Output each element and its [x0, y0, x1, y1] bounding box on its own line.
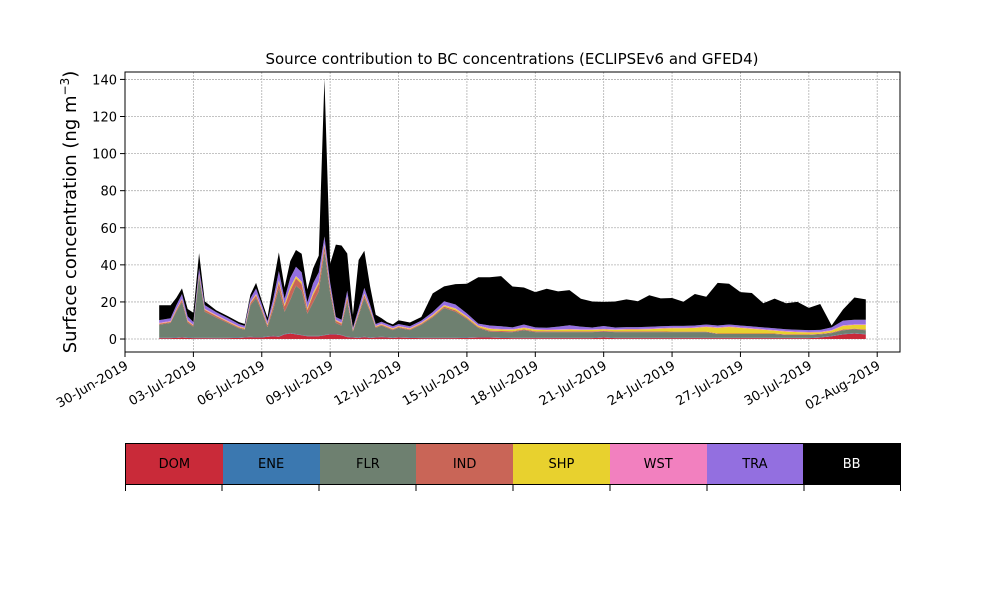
x-tick-label: 02-Aug-2019 [803, 358, 883, 413]
chart-area: Source contribution to BC concentrations… [54, 50, 901, 414]
area-bb [159, 78, 866, 331]
legend-item-wst: WST [609, 444, 707, 484]
x-tick-label: 27-Jul-2019 [674, 358, 747, 409]
x-tick-label: 18-Jul-2019 [468, 358, 541, 409]
legend: DOM ENE FLR IND SHP WST TRA BB [125, 443, 901, 485]
y-axis-label: Surface concentration (ng m−3) [58, 71, 81, 354]
x-tick-label: 12-Jul-2019 [332, 358, 405, 409]
y-tick-label: 0 [109, 333, 117, 348]
y-tick-label: 100 [92, 148, 117, 163]
area-flr [159, 251, 866, 338]
x-tick-label: 15-Jul-2019 [400, 358, 473, 409]
x-tick-label: 21-Jul-2019 [537, 358, 610, 409]
y-axis: 0 20 40 60 80 100 120 140 [92, 73, 125, 348]
x-tick-label: 03-Jul-2019 [127, 358, 200, 409]
x-tick-label: 09-Jul-2019 [263, 358, 336, 409]
stacked-areas [159, 78, 866, 340]
x-tick-label: 06-Jul-2019 [195, 358, 268, 409]
area-ene [159, 333, 866, 339]
legend-item-ind: IND [416, 444, 513, 484]
area-dom [159, 333, 866, 340]
plot-frame [124, 71, 901, 353]
legend-item-shp: SHP [513, 444, 610, 484]
y-tick-label: 80 [100, 185, 117, 200]
grid [124, 72, 900, 352]
legend-item-bb: BB [803, 444, 900, 484]
x-axis: 30-Jun-201903-Jul-201906-Jul-201909-Jul-… [54, 352, 883, 414]
y-tick-label: 120 [92, 111, 117, 126]
chart-title: Source contribution to BC concentrations… [265, 50, 758, 68]
y-tick-label: 40 [100, 259, 117, 274]
y-tick-label: 140 [92, 73, 117, 88]
legend-item-flr: FLR [319, 444, 417, 484]
legend-item-dom: DOM [126, 444, 223, 484]
legend-ticks [125, 485, 901, 491]
y-tick-label: 20 [100, 296, 117, 311]
y-tick-label: 60 [100, 222, 117, 237]
x-tick-label: 30-Jun-2019 [54, 358, 131, 411]
x-tick-label: 24-Jul-2019 [605, 358, 678, 409]
legend-item-tra: TRA [706, 444, 804, 484]
legend-item-ene: ENE [222, 444, 320, 484]
